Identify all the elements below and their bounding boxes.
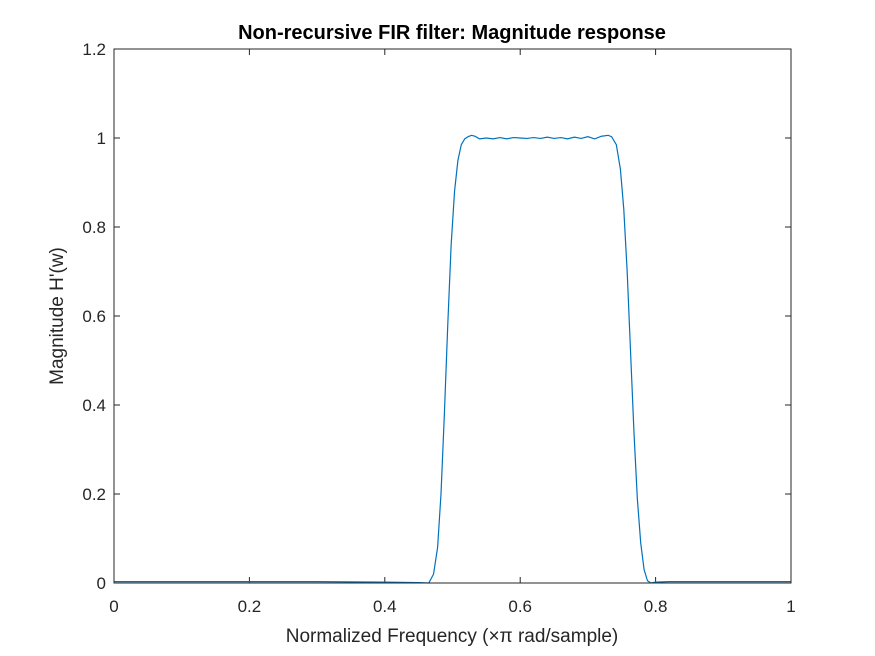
y-tick-label: 0.6 (82, 307, 106, 326)
y-tick-label: 1.2 (82, 40, 106, 59)
plot-area (114, 49, 791, 583)
x-tick-label: 0.8 (644, 597, 668, 616)
y-tick-label: 0 (97, 574, 106, 593)
ticks-layer: 0 0.2 0.4 0.6 0.8 1 0 0.2 0.4 0.6 0.8 1 1.2 (82, 40, 795, 616)
y-tick-label: 0.8 (82, 218, 106, 237)
magnitude-series-line (114, 134, 791, 584)
y-axis-label: Magnitude H'(w) (47, 247, 68, 385)
axes-box (113, 48, 792, 584)
chart-title: Non-recursive FIR filter: Magnitude resp… (238, 22, 666, 44)
x-tick-label: 0.2 (238, 597, 262, 616)
x-tick-label: 1 (786, 597, 795, 616)
x-tick-label: 0.6 (508, 597, 532, 616)
y-tick-label: 0.2 (82, 485, 106, 504)
y-tick-label: 1 (97, 129, 106, 148)
x-axis-label: Normalized Frequency (×π rad/sample) (286, 626, 619, 647)
x-tick-label: 0 (109, 597, 118, 616)
x-tick-label: 0.4 (373, 597, 397, 616)
y-tick-label: 0.4 (82, 396, 106, 415)
